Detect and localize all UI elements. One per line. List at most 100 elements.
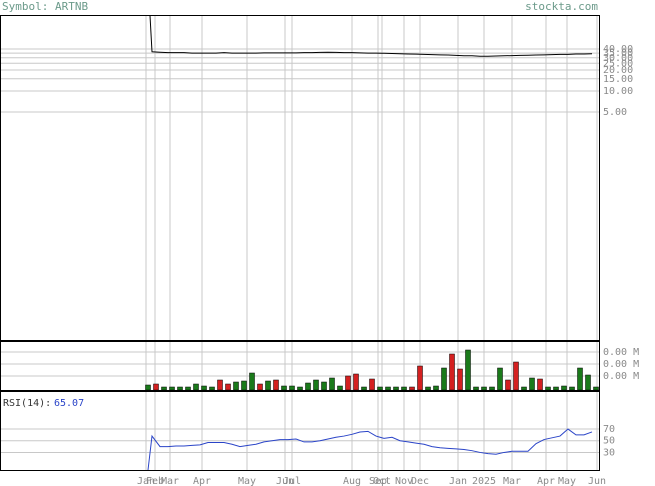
- volume-bar: [481, 386, 487, 391]
- volume-bar: [401, 386, 407, 391]
- volume-bar: [353, 373, 359, 391]
- x-tick-label: Feb: [146, 476, 164, 486]
- volume-bar: [433, 385, 439, 391]
- volume-bar: [161, 386, 167, 391]
- x-tick-label: Oct: [373, 476, 391, 486]
- x-tick-label: May: [558, 476, 576, 486]
- volume-bar: [561, 385, 567, 391]
- volume-bar: [529, 377, 535, 391]
- volume-bar: [545, 386, 551, 391]
- y-tick-label: 50: [603, 436, 615, 447]
- y-tick-label: 15.00: [603, 74, 633, 85]
- volume-bar: [505, 379, 511, 391]
- symbol: Symbol: ARTNB: [2, 0, 88, 13]
- volume-bar: [233, 381, 239, 391]
- x-tick-label: Aug: [343, 476, 361, 486]
- volume-bar: [273, 379, 279, 391]
- y-tick-label: 10.00: [603, 86, 633, 97]
- volume-bar: [497, 367, 503, 391]
- volume-bar: [521, 386, 527, 391]
- panel-border: [0, 341, 600, 391]
- x-tick-label: 2025: [472, 476, 496, 486]
- volume-bar: [337, 385, 343, 391]
- volume-bar: [249, 372, 255, 391]
- volume-bar: [377, 386, 383, 391]
- volume-bar: [569, 386, 575, 391]
- x-tick-label: Jun: [276, 476, 294, 486]
- volume-bar: [185, 386, 191, 391]
- x-tick-label: Jan: [449, 476, 467, 486]
- volume-bar: [513, 361, 519, 391]
- x-tick-label: Jun: [588, 476, 606, 486]
- plot-area: [149, 15, 593, 57]
- volume-bar: [473, 386, 479, 391]
- volume-bar: [177, 386, 183, 391]
- volume-bar: [593, 386, 599, 391]
- volume-bar: [489, 386, 495, 391]
- volume-bar: [289, 385, 295, 391]
- volume-bar: [457, 368, 463, 391]
- x-tick-label: Mar: [503, 476, 521, 486]
- volume-bar: [577, 367, 583, 391]
- volume-bar: [265, 380, 271, 391]
- volume-bar: [449, 353, 455, 391]
- volume-bar: [385, 386, 391, 391]
- y-tick-label: 30.00: [603, 53, 633, 64]
- x-tick-label: Nov: [395, 476, 413, 486]
- site: stockta.com: [525, 0, 598, 13]
- volume-bar: [465, 349, 471, 391]
- price-line: [149, 15, 593, 57]
- volume-bar: [225, 383, 231, 391]
- volume-bar: [209, 386, 215, 391]
- y-tick-label: 70: [603, 424, 615, 435]
- x-tick-label: Sep: [369, 476, 387, 486]
- volume-bar: [281, 385, 287, 391]
- volume-bar: [297, 386, 303, 391]
- volume-bar: [369, 378, 375, 391]
- volume-bar: [241, 380, 247, 391]
- y-tick-label: 35.00: [603, 48, 633, 59]
- x-tick-label: Apr: [193, 476, 211, 486]
- plot-area: [147, 428, 593, 470]
- x-tick-label: Dec: [411, 476, 429, 486]
- y-tick-label: 0.00 M: [603, 371, 639, 382]
- panel-border: [0, 15, 600, 341]
- x-tick-label: Mar: [161, 476, 179, 486]
- y-tick-label: 40.00: [603, 44, 633, 55]
- price-line: [147, 428, 593, 470]
- rsi-label: RSI(14):: [3, 398, 51, 409]
- y-tick-label: 5.00: [603, 107, 627, 118]
- volume-bar: [345, 375, 351, 391]
- volume-bar: [537, 378, 543, 391]
- volume-bar: [553, 386, 559, 391]
- y-tick-label: 0.00 M: [603, 359, 639, 370]
- y-tick-label: 25.00: [603, 58, 633, 69]
- volume-bar: [145, 384, 151, 391]
- x-tick-label: May: [238, 476, 256, 486]
- panel-border: [0, 391, 600, 471]
- volume-bar: [585, 374, 591, 391]
- y-tick-label: 0.00 M: [603, 347, 639, 358]
- volume-bar: [425, 386, 431, 391]
- y-tick-label: 20.00: [603, 65, 633, 76]
- volume-bar: [313, 379, 319, 391]
- x-tick-label: Jan: [137, 476, 155, 486]
- x-tick-label: Jul: [283, 476, 301, 486]
- volume-bar: [257, 383, 263, 391]
- volume-bar: [393, 386, 399, 391]
- volume-bar: [361, 386, 367, 391]
- volume-bar: [201, 385, 207, 391]
- volume-bar: [193, 383, 199, 391]
- y-tick-label: 30: [603, 447, 615, 458]
- volume-bar: [169, 386, 175, 391]
- volume-bar: [153, 383, 159, 391]
- volume-bar: [321, 381, 327, 391]
- volume-bar: [441, 367, 447, 391]
- volume-bar: [217, 379, 223, 391]
- volume-bar: [409, 386, 415, 391]
- volume-bar: [305, 382, 311, 391]
- x-tick-label: Apr: [537, 476, 555, 486]
- rsi-value: 65.07: [54, 398, 84, 409]
- volume-bar: [417, 365, 423, 391]
